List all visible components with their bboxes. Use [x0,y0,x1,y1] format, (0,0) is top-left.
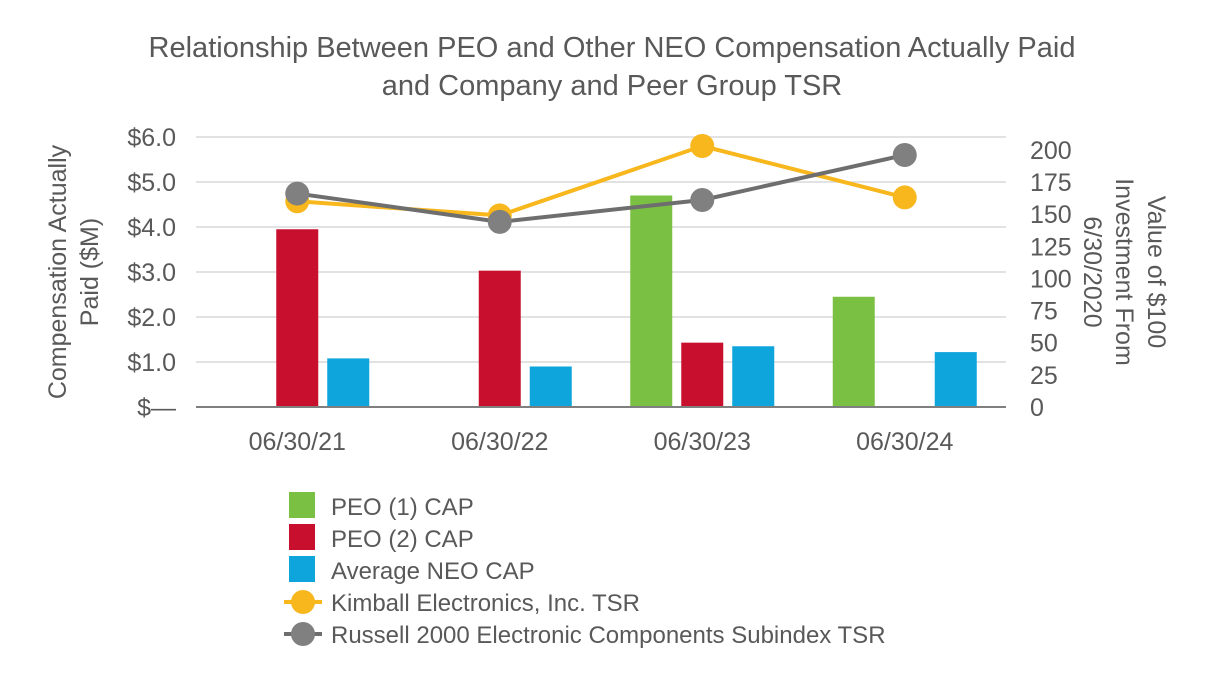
x-tick-label: 06/30/23 [654,428,751,456]
right-axis-title-line-2: Investment From [1110,178,1138,366]
left-tick-label: $1.0 [127,349,176,377]
line-point [892,143,917,167]
legend-label: Average NEO CAP [331,558,535,585]
right-tick-label: 100 [1030,265,1072,293]
right-tick-label: 0 [1030,394,1044,422]
left-tick-label: $4.0 [127,214,176,242]
right-tick-label: 25 [1030,362,1058,390]
left-tick-label: $— [137,394,176,422]
x-tick-label: 06/30/21 [249,428,346,456]
line-point [690,188,715,212]
chart-title-line-2: and Company and Peer Group TSR [382,70,843,102]
bar [732,346,775,407]
left-tick-label: $5.0 [127,169,176,197]
right-axis-title: Value of $100 Investment From 6/30/2020 [1078,178,1170,366]
bar [934,352,977,407]
right-axis-title-line-1: Value of $100 [1142,196,1170,348]
legend-swatch [289,524,315,550]
right-axis-ticks: 0 25 50 75 100 125 150 175 200 [1030,137,1072,422]
line-point [892,185,917,210]
line-point [690,134,715,158]
x-axis-ticks: 06/30/21 06/30/22 06/30/23 06/30/24 [249,428,954,456]
legend-marker [291,622,315,646]
line-series [285,134,917,234]
bar [681,342,724,407]
left-axis-title: Compensation Actually Paid ($M) [44,144,104,399]
bar-series [276,195,977,407]
bar [327,358,370,407]
x-tick-label: 06/30/24 [856,428,953,456]
left-tick-label: $3.0 [127,259,176,287]
legend-label: Russell 2000 Electronic Components Subin… [331,622,886,649]
bar [630,195,673,407]
left-axis-ticks: $— $1.0 $2.0 $3.0 $4.0 $5.0 $6.0 [127,124,176,422]
bar [529,366,572,407]
right-tick-label: 125 [1030,233,1072,261]
legend-label: Kimball Electronics, Inc. TSR [331,590,640,617]
left-tick-label: $2.0 [127,304,176,332]
legend-marker [291,590,315,614]
right-tick-label: 175 [1030,169,1072,197]
right-axis-title-line-3: 6/30/2020 [1078,216,1106,327]
right-tick-label: 150 [1030,201,1072,229]
bar [478,270,521,407]
line-point [285,181,310,206]
bar [276,229,319,407]
legend-label: PEO (1) CAP [331,494,474,521]
legend-label: PEO (2) CAP [331,526,474,553]
chart-title-line-1: Relationship Between PEO and Other NEO C… [149,32,1076,64]
bar [832,296,875,407]
right-tick-label: 75 [1030,298,1058,326]
line-point [487,209,512,234]
right-tick-label: 200 [1030,137,1072,165]
legend-swatch [289,492,315,518]
left-axis-title-line-1: Compensation Actually [44,144,72,399]
legend: PEO (1) CAP PEO (2) CAP Average NEO CAP Kim… [284,492,886,649]
series-line [296,153,906,224]
left-tick-label: $6.0 [127,124,176,152]
left-axis-title-line-2: Paid ($M) [76,218,104,326]
legend-swatch [289,556,315,582]
chart-title: Relationship Between PEO and Other NEO C… [149,32,1076,102]
x-tick-label: 06/30/22 [451,428,548,456]
right-tick-label: 50 [1030,330,1058,358]
